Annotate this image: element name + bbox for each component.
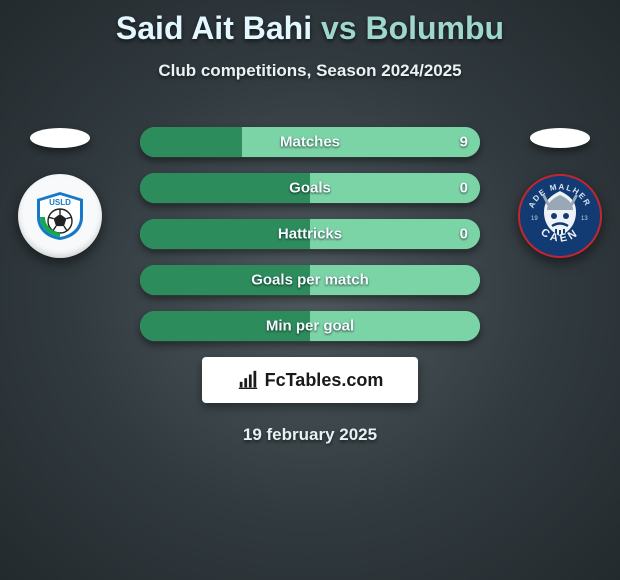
stat-bar: Hattricks 0 <box>140 219 480 249</box>
stat-bar: Matches 9 <box>140 127 480 157</box>
subtitle: Club competitions, Season 2024/2025 <box>0 61 620 81</box>
usld-badge-icon: USLD <box>33 189 87 243</box>
brand-text: FcTables.com <box>265 370 384 391</box>
stat-bar-label: Goals <box>289 180 331 197</box>
club-2-badge: STADE MALHERBE CAEN 19 13 <box>518 174 602 258</box>
svg-text:19: 19 <box>531 216 538 222</box>
svg-text:13: 13 <box>581 216 588 222</box>
player-1-name: Said Ait Bahi <box>116 10 312 46</box>
stat-bar-label: Goals per match <box>251 272 369 289</box>
stat-bar-right-fill <box>310 173 480 203</box>
club-1-badge: USLD <box>18 174 102 258</box>
left-player-block: USLD <box>10 128 110 258</box>
player-1-avatar <box>30 128 90 148</box>
stat-bar: Goals 0 <box>140 173 480 203</box>
bar-chart-icon <box>237 369 259 391</box>
stat-bar-right-fill <box>242 127 480 157</box>
svg-text:USLD: USLD <box>49 198 71 207</box>
date-label: 19 february 2025 <box>0 425 620 445</box>
stat-bar-left-fill <box>140 173 310 203</box>
player-2-avatar <box>530 128 590 148</box>
stat-bar-left-fill <box>140 127 242 157</box>
brand-box: FcTables.com <box>202 357 418 403</box>
player-2-name: Bolumbu <box>365 10 504 46</box>
caen-badge-icon: STADE MALHERBE CAEN 19 13 <box>518 174 602 258</box>
stat-bar-label: Min per goal <box>266 318 354 335</box>
stat-bar: Goals per match <box>140 265 480 295</box>
stat-bar-right-value: 0 <box>460 226 468 243</box>
stats-bars: Matches 9 Goals 0 Hattricks 0 Goals per match M… <box>140 127 480 341</box>
stat-bar-right-value: 9 <box>460 134 468 151</box>
page-title: Said Ait Bahi vs Bolumbu <box>0 0 620 47</box>
stat-bar-label: Matches <box>280 134 340 151</box>
stat-bar: Min per goal <box>140 311 480 341</box>
stat-bar-label: Hattricks <box>278 226 342 243</box>
right-player-block: STADE MALHERBE CAEN 19 13 <box>510 128 610 258</box>
vs-label: vs <box>321 10 357 46</box>
stat-bar-right-value: 0 <box>460 180 468 197</box>
